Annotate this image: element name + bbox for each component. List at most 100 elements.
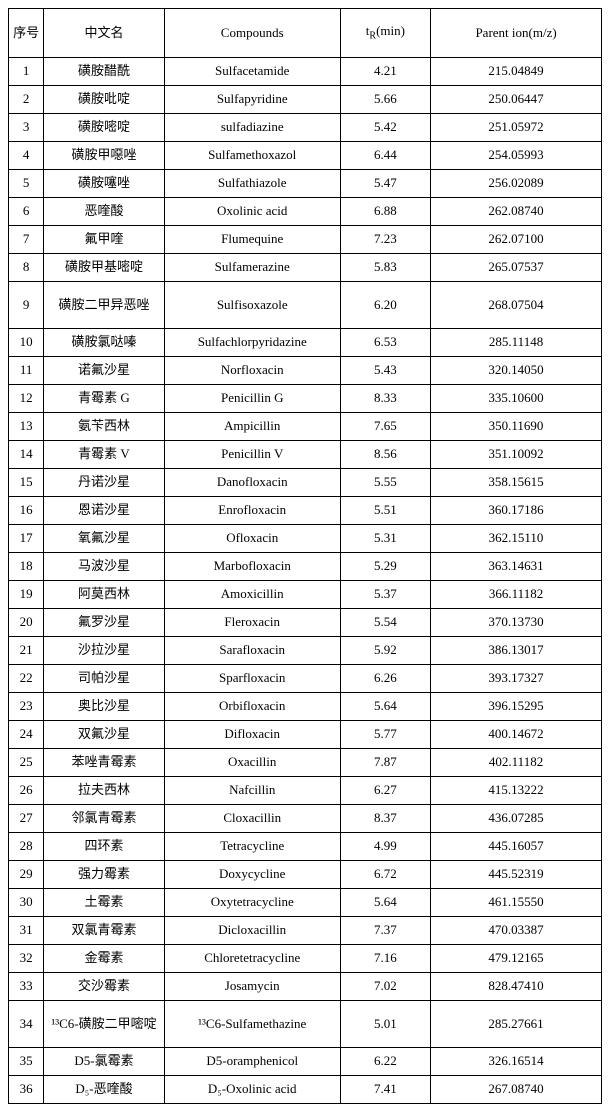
cell-cn: 土霉素 [44, 889, 165, 917]
cell-tr: 6.26 [340, 665, 430, 693]
cell-tr: 6.88 [340, 198, 430, 226]
cell-seq: 11 [9, 357, 44, 385]
cell-tr: 5.29 [340, 553, 430, 581]
cell-seq: 13 [9, 413, 44, 441]
cell-seq: 3 [9, 114, 44, 142]
cell-seq: 18 [9, 553, 44, 581]
cell-ion: 267.08740 [431, 1076, 602, 1104]
cell-cn: 恩诺沙星 [44, 497, 165, 525]
table-row: 12青霉素 GPenicillin G8.33335.10600 [9, 385, 602, 413]
cell-compound: Tetracycline [164, 833, 340, 861]
cell-cn: 马波沙星 [44, 553, 165, 581]
cell-compound: Oxolinic acid [164, 198, 340, 226]
cell-ion: 828.47410 [431, 973, 602, 1001]
table-row: 25苯唑青霉素Oxacillin7.87402.11182 [9, 749, 602, 777]
cell-seq: 9 [9, 282, 44, 329]
table-row: 23奥比沙星Orbifloxacin5.64396.15295 [9, 693, 602, 721]
cell-cn: 磺胺氯哒嗪 [44, 329, 165, 357]
cell-tr: 5.43 [340, 357, 430, 385]
cell-cn: 诺氟沙星 [44, 357, 165, 385]
cell-cn: 磺胺甲噁唑 [44, 142, 165, 170]
table-row: 27邻氯青霉素Cloxacillin8.37436.07285 [9, 805, 602, 833]
cell-compound: Ofloxacin [164, 525, 340, 553]
cell-seq: 4 [9, 142, 44, 170]
cell-tr: 8.37 [340, 805, 430, 833]
cell-tr: 5.64 [340, 889, 430, 917]
cell-seq: 24 [9, 721, 44, 749]
cell-compound: Cloxacillin [164, 805, 340, 833]
cell-seq: 8 [9, 254, 44, 282]
cell-tr: 5.37 [340, 581, 430, 609]
cell-seq: 21 [9, 637, 44, 665]
cell-tr: 6.27 [340, 777, 430, 805]
cell-tr: 4.99 [340, 833, 430, 861]
cell-cn: 磺胺噻唑 [44, 170, 165, 198]
cell-cn: 磺胺二甲异恶唑 [44, 282, 165, 329]
cell-tr: 5.64 [340, 693, 430, 721]
table-row: 18马波沙星Marbofloxacin5.29363.14631 [9, 553, 602, 581]
cell-tr: 7.02 [340, 973, 430, 1001]
cell-tr: 5.92 [340, 637, 430, 665]
cell-cn: 交沙霉素 [44, 973, 165, 1001]
table-row: 14青霉素 VPenicillin V8.56351.10092 [9, 441, 602, 469]
cell-ion: 285.27661 [431, 1001, 602, 1048]
cell-ion: 393.17327 [431, 665, 602, 693]
cell-ion: 215.04849 [431, 58, 602, 86]
cell-ion: 461.15550 [431, 889, 602, 917]
cell-ion: 396.15295 [431, 693, 602, 721]
cell-ion: 335.10600 [431, 385, 602, 413]
header-ion: Parent ion(m/z) [431, 9, 602, 58]
cell-cn: 磺胺醋酰 [44, 58, 165, 86]
cell-compound: Sulfachlorpyridazine [164, 329, 340, 357]
cell-ion: 268.07504 [431, 282, 602, 329]
cell-compound: Ampicillin [164, 413, 340, 441]
header-cn: 中文名 [44, 9, 165, 58]
cell-ion: 445.52319 [431, 861, 602, 889]
cell-compound: Penicillin G [164, 385, 340, 413]
cell-seq: 7 [9, 226, 44, 254]
cell-compound: Fleroxacin [164, 609, 340, 637]
cell-ion: 363.14631 [431, 553, 602, 581]
table-row: 28四环素Tetracycline4.99445.16057 [9, 833, 602, 861]
table-row: 2磺胺吡啶Sulfapyridine5.66250.06447 [9, 86, 602, 114]
cell-seq: 15 [9, 469, 44, 497]
table-row: 35D5-氯霉素D5-oramphenicol6.22326.16514 [9, 1048, 602, 1076]
table-row: 30土霉素Oxytetracycline5.64461.15550 [9, 889, 602, 917]
cell-seq: 17 [9, 525, 44, 553]
cell-seq: 10 [9, 329, 44, 357]
cell-seq: 28 [9, 833, 44, 861]
table-row: 13氨苄西林Ampicillin7.65350.11690 [9, 413, 602, 441]
cell-seq: 6 [9, 198, 44, 226]
header-tr: tR(min) [340, 9, 430, 58]
cell-compound: Chloretetracycline [164, 945, 340, 973]
cell-compound: Penicillin V [164, 441, 340, 469]
table-row: 34¹³C6-磺胺二甲嘧啶¹³C6-Sulfamethazine5.01285.… [9, 1001, 602, 1048]
cell-tr: 5.77 [340, 721, 430, 749]
cell-ion: 256.02089 [431, 170, 602, 198]
table-row: 16恩诺沙星Enrofloxacin5.51360.17186 [9, 497, 602, 525]
cell-ion: 436.07285 [431, 805, 602, 833]
cell-ion: 360.17186 [431, 497, 602, 525]
cell-tr: 7.16 [340, 945, 430, 973]
cell-compound: Sulfathiazole [164, 170, 340, 198]
cell-tr: 7.23 [340, 226, 430, 254]
cell-tr: 7.65 [340, 413, 430, 441]
cell-ion: 251.05972 [431, 114, 602, 142]
cell-ion: 262.07100 [431, 226, 602, 254]
cell-seq: 22 [9, 665, 44, 693]
cell-ion: 285.11148 [431, 329, 602, 357]
cell-cn: 奥比沙星 [44, 693, 165, 721]
table-row: 4磺胺甲噁唑Sulfamethoxazol6.44254.05993 [9, 142, 602, 170]
cell-seq: 2 [9, 86, 44, 114]
table-row: 29强力霉素Doxycycline6.72445.52319 [9, 861, 602, 889]
cell-tr: 5.42 [340, 114, 430, 142]
cell-compound: Norfloxacin [164, 357, 340, 385]
cell-ion: 386.13017 [431, 637, 602, 665]
table-row: 8磺胺甲基嘧啶Sulfamerazine5.83265.07537 [9, 254, 602, 282]
cell-cn: 四环素 [44, 833, 165, 861]
cell-seq: 16 [9, 497, 44, 525]
cell-compound: Sulfapyridine [164, 86, 340, 114]
cell-cn: D5-氯霉素 [44, 1048, 165, 1076]
cell-tr: 5.55 [340, 469, 430, 497]
cell-tr: 6.22 [340, 1048, 430, 1076]
